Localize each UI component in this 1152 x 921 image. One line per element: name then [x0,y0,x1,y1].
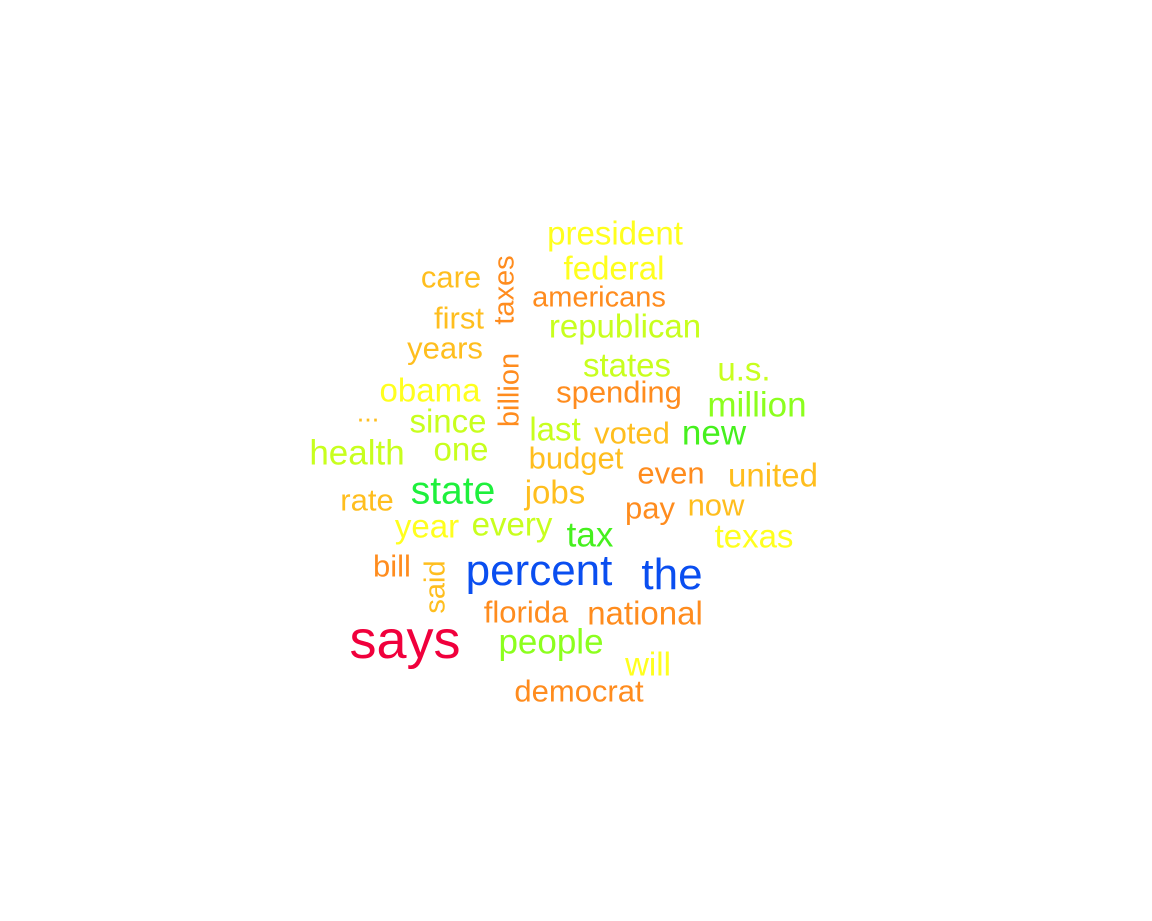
word-last: last [529,410,581,448]
word-care: care [420,259,482,295]
word-one: one [433,430,489,468]
word-will: will [625,645,671,683]
word-florida: florida [483,594,569,630]
word-jobs: jobs [524,473,586,511]
word-americans: americans [532,281,666,314]
word-national: national [587,594,703,632]
word-years: years [407,330,483,366]
word-percent: percent [465,546,613,595]
word-obama: obama [379,371,481,409]
word-billion: billion [493,352,526,428]
word-democrat: democrat [514,673,644,709]
word-rate: rate [340,482,394,518]
word-people: people [498,622,604,662]
word-the: the [641,550,703,599]
word-president: president [547,214,683,252]
word-now: now [687,487,745,523]
word-every: every [471,505,553,543]
word-health: health [309,433,405,473]
word-first: first [434,300,484,336]
word-even: even [637,455,705,491]
word-texas: texas [714,517,794,555]
word-pay: pay [625,490,675,526]
word-united: united [728,456,818,494]
word-budget: budget [528,440,624,476]
word-states: states [582,346,672,384]
word-new: new [681,413,747,453]
word-said: said [419,560,452,614]
word-ellipsis: ... [356,397,380,428]
word-us: u.s. [717,350,771,388]
word-year: year [394,507,460,545]
word-bill: bill [373,548,411,584]
word-says: says [349,610,461,670]
word-spending: spending [556,374,682,410]
word-republican: republican [548,307,702,345]
word-federal: federal [563,249,665,287]
word-state: state [410,469,496,513]
word-taxes: taxes [488,255,521,325]
word-tax: tax [566,515,614,555]
word-since: since [409,402,487,440]
word-voted: voted [594,415,670,451]
word-million: million [707,385,807,425]
